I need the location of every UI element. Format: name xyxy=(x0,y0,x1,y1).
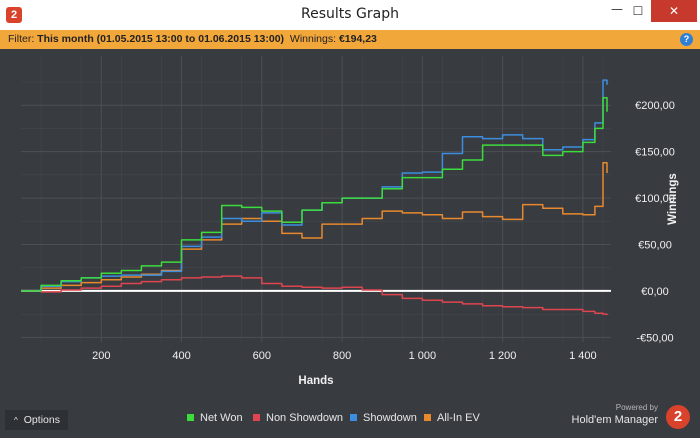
holdem-manager-logo-icon: 2 xyxy=(666,405,690,429)
series-all-in-ev-line xyxy=(21,162,608,292)
legend-label: Net Won xyxy=(200,412,243,424)
winnings-value: €194,23 xyxy=(338,33,377,45)
graph-area: 200 400 600 800 1 000 1 200 1 400 -€50,00 €0,00 €… xyxy=(0,49,700,438)
close-button[interactable]: ✕ xyxy=(651,0,697,22)
title-bar: 2 Results Graph — ☐ ✕ xyxy=(0,0,700,30)
options-label: Options xyxy=(23,414,60,426)
window-title: Results Graph xyxy=(301,6,399,22)
winnings-label: Winnings: xyxy=(289,33,337,45)
legend-swatch xyxy=(253,414,260,421)
legend-swatch xyxy=(424,414,431,421)
filter-label: Filter: xyxy=(8,33,35,45)
y-tick-label: €100,00 xyxy=(635,193,675,205)
filter-bar: Filter: This month (01.05.2015 13:00 to … xyxy=(0,30,700,49)
legend-item-non-showdown[interactable]: Non Showdown xyxy=(253,412,343,424)
powered-by-text: Powered by xyxy=(615,403,658,412)
chevron-up-icon: ^ xyxy=(14,416,18,425)
options-button[interactable]: ^ Options xyxy=(5,410,68,430)
minimize-button[interactable]: — xyxy=(611,2,623,16)
y-tick-label: €150,00 xyxy=(635,147,675,159)
results-chart: 200 400 600 800 1 000 1 200 1 400 -€50,00 €0,00 €… xyxy=(21,56,679,387)
series-non-showdown-line xyxy=(21,275,608,316)
y-tick-label: €50,00 xyxy=(638,240,672,252)
legend-swatch xyxy=(187,414,194,421)
y-tick-label: -€50,00 xyxy=(636,332,673,344)
legend-swatch xyxy=(350,414,357,421)
x-tick-label: 600 xyxy=(253,350,271,362)
filter-text: Filter: This month (01.05.2015 13:00 to … xyxy=(8,33,377,45)
filter-value: This month (01.05.2015 13:00 to 01.06.20… xyxy=(37,33,285,45)
legend-label: Non Showdown xyxy=(266,412,344,424)
app-logo-icon: 2 xyxy=(6,7,22,23)
y-tick-label: €200,00 xyxy=(635,100,675,112)
legend-item-showdown[interactable]: Showdown xyxy=(350,412,417,424)
series-showdown-line xyxy=(21,79,608,292)
legend-label: All-In EV xyxy=(437,412,480,424)
y-tick-label: €0,00 xyxy=(641,286,669,298)
x-tick-label: 1 000 xyxy=(409,350,437,362)
x-tick-label: 800 xyxy=(333,350,351,362)
x-tick-label: 200 xyxy=(92,350,110,362)
y-axis-title: Winnings xyxy=(667,173,679,225)
x-tick-label: 400 xyxy=(172,350,190,362)
maximize-button[interactable]: ☐ xyxy=(632,4,644,18)
help-icon[interactable]: ? xyxy=(680,33,693,46)
legend-item-all-in-ev[interactable]: All-In EV xyxy=(424,412,480,424)
legend-item-net-won[interactable]: Net Won xyxy=(187,412,243,424)
x-tick-label: 1 200 xyxy=(489,350,517,362)
x-axis-title: Hands xyxy=(298,375,333,387)
x-tick-label: 1 400 xyxy=(569,350,597,362)
series-net-won-line xyxy=(21,97,608,292)
branding: Powered by Hold'em Manager 2 xyxy=(572,403,698,433)
brand-name: Hold'em Manager xyxy=(571,414,658,426)
legend-label: Showdown xyxy=(363,412,417,424)
